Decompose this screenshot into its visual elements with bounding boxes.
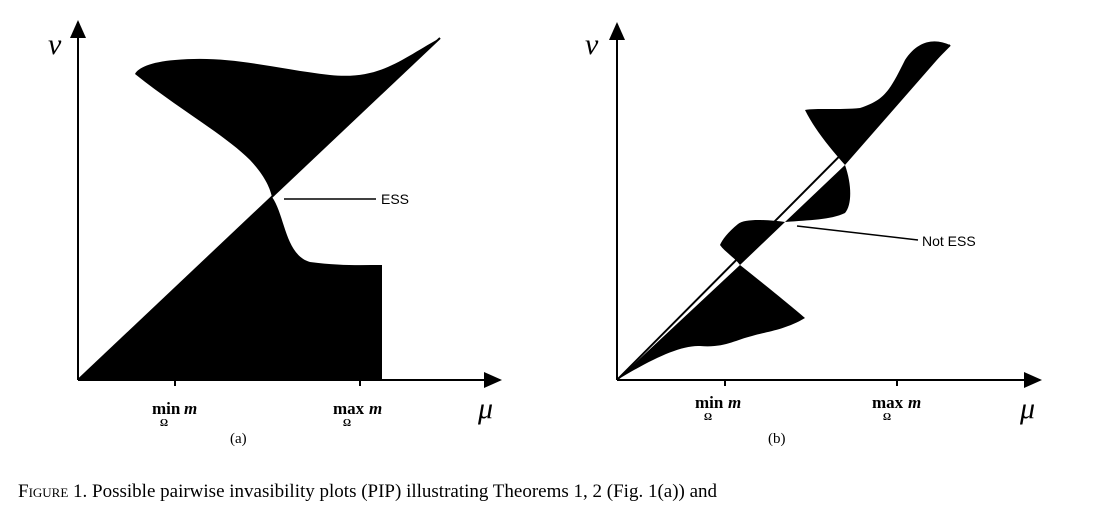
panel-a: ν μ min Ω m max Ω m ESS (a) [48,20,502,447]
annotation-line [796,225,919,241]
figure-caption: Figure 1. Possible pairwise invasibility… [18,481,718,502]
diagonal [616,44,951,381]
annotation: ESS [381,191,409,207]
tick-op: min [152,399,181,418]
tick-op: max [333,399,365,418]
x-label: μ [1019,392,1035,425]
tick-sub: Ω [343,418,351,429]
annotation: Not ESS [922,233,976,249]
diagonal [77,37,441,381]
tick-var: m [369,399,382,418]
region [135,38,440,197]
tick-var: m [184,399,197,418]
caption-text: Possible pairwise invasibility plots (PI… [92,481,718,502]
tick-sub: Ω [160,418,168,429]
caption-label: Figure 1. [18,481,87,502]
panel-caption: (a) [230,431,247,447]
panel-b: ν μ min Ω m max Ω m Not ESS (b) [585,22,1042,447]
y-label: ν [48,28,62,61]
y-label: ν [585,28,599,61]
tick-op: max [872,393,904,412]
region [785,165,851,222]
region [805,41,950,166]
region [617,265,805,380]
x-label: μ [477,392,493,425]
tick-sub: Ω [704,412,712,423]
tick-var: m [908,393,921,412]
tick-op: min [695,393,724,412]
panel-caption: (b) [768,431,786,447]
region [78,197,382,380]
tick-sub: Ω [883,412,891,423]
tick-var: m [728,393,741,412]
